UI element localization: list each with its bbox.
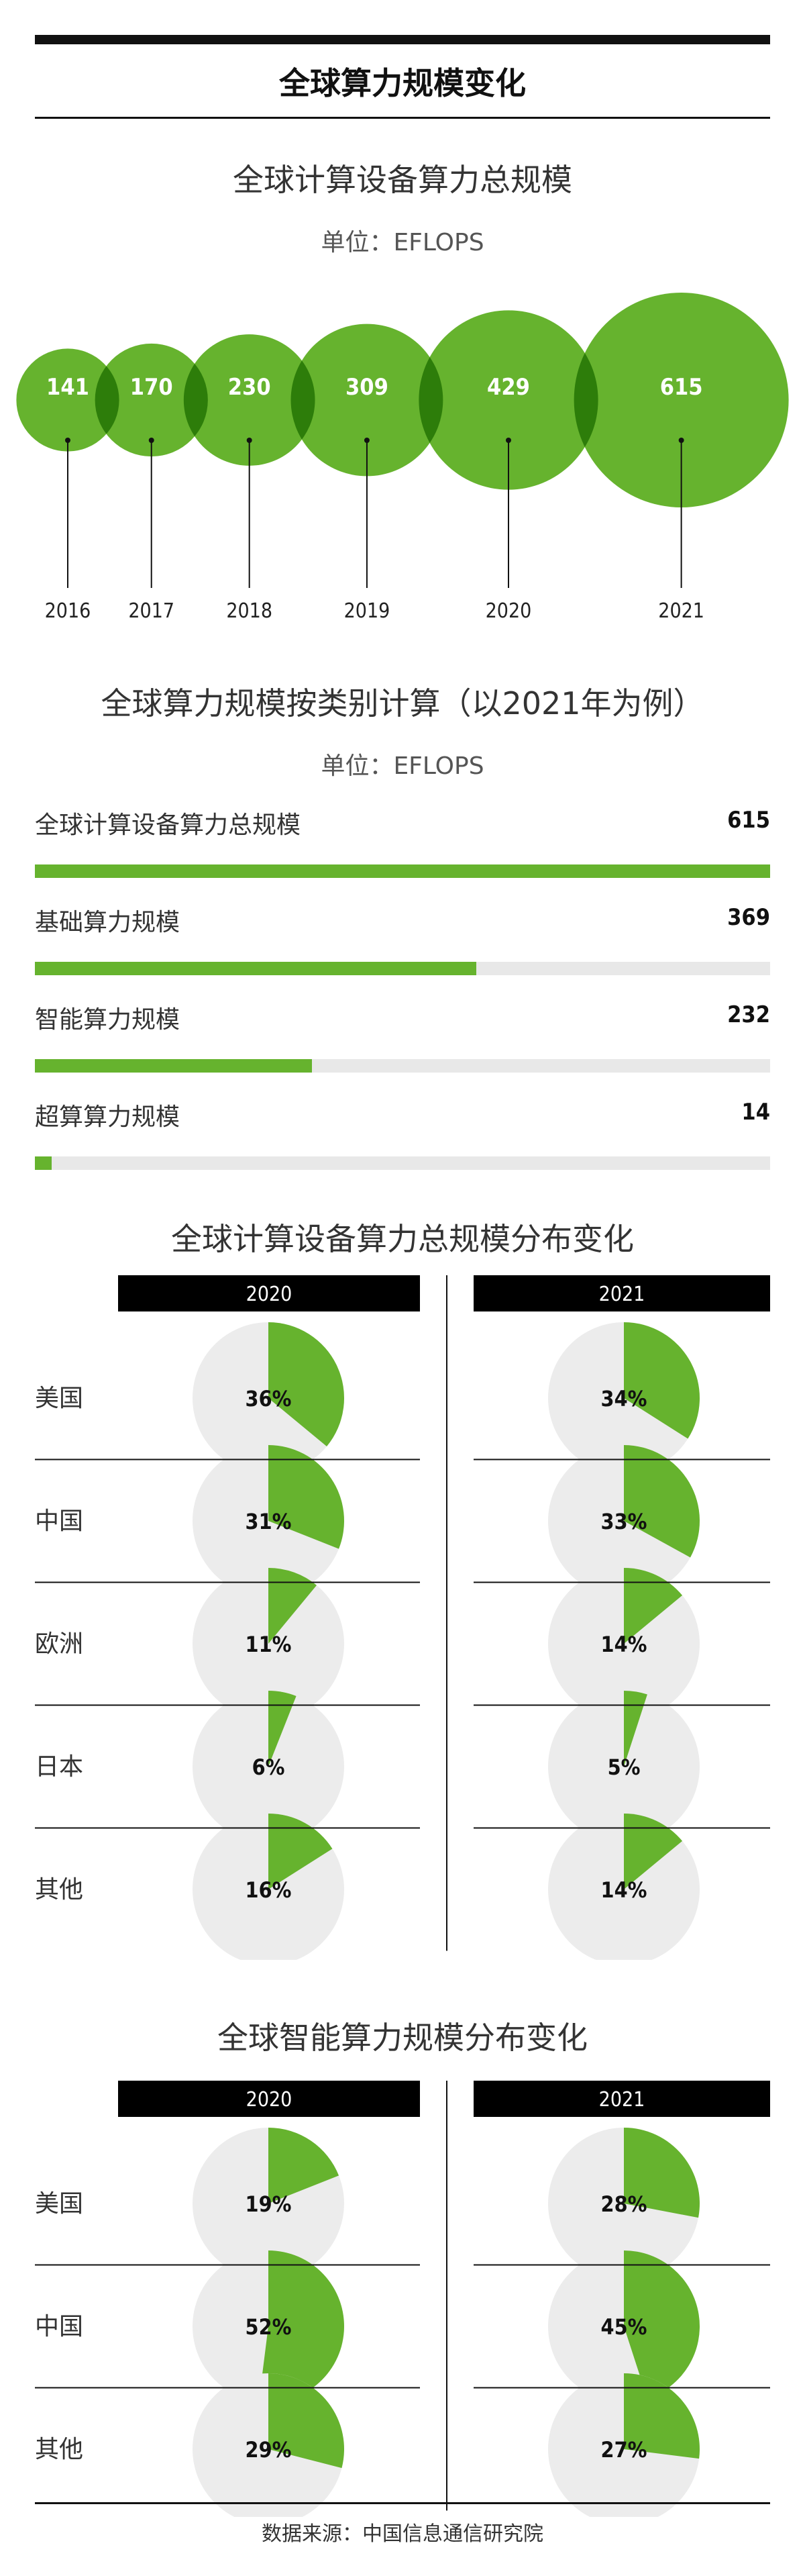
pie-slice-其他 [268,1814,333,1889]
pie-slice-中国 [258,2250,344,2402]
pie-slice-中国 [268,1445,344,1549]
footer-rule [35,2502,770,2504]
pie-percent-label: 5% [608,1754,641,1780]
bar-track [35,1059,770,1073]
region-label: 其他 [35,1876,83,1903]
pie-slice-美国 [268,1322,345,1447]
pie-slice-中国 [624,2250,700,2399]
bubble-2019 [290,324,443,477]
section1-title: 全球计算设备算力总规模 [233,162,572,198]
pie-slice-中国 [624,1445,700,1558]
bar-value-label: 369 [727,904,770,931]
pie-column-year: 2020 [246,2088,292,2112]
pie-slice-欧洲 [624,1568,683,1644]
pie-slice-其他 [268,2373,344,2469]
pie-percent-label: 11% [246,1632,292,1657]
pie-percent-label: 52% [246,2314,292,2340]
region-label: 其他 [35,2436,83,2463]
bubble-value-label: 170 [130,374,173,401]
pie-slice-其他 [624,2373,700,2459]
year-tick-label: 2017 [128,599,174,623]
bar-fill [35,1156,52,1170]
pie-slice-其他 [624,1814,683,1889]
bar-category-label: 基础算力规模 [35,909,180,936]
pie-slice-美国 [624,2128,700,2218]
pie-column-year: 2021 [599,1283,645,1306]
pie-slice-日本 [268,1691,297,1767]
pie-column-header [118,1275,420,1311]
bar-category-label: 全球计算设备算力总规模 [35,811,301,839]
pie-percent-label: 45% [601,2314,647,2340]
bar-track [35,962,770,975]
year-tick-label: 2018 [226,599,272,623]
data-source: 数据来源：中国信息通信研究院 [262,2522,543,2546]
pie-column-year: 2021 [599,2088,645,2112]
bubble-chart: 141 2016 170 2017 230 2018 309 2019 429 2020 615 20… [16,293,789,623]
bar-track [35,1156,770,1170]
pie-percent-label: 6% [252,1754,285,1780]
pie-percent-label: 19% [246,2191,292,2217]
bubble-2021 [574,293,789,507]
bar-value-label: 615 [727,807,770,834]
pie-percent-label: 34% [601,1386,647,1411]
pie-column-year: 2020 [246,1283,292,1306]
title-underline [35,117,770,119]
bubble-2016 [16,348,119,452]
pie-column-header [118,2081,420,2117]
region-label: 中国 [35,1507,83,1535]
bubble-value-label: 615 [660,374,703,401]
bar-fill [35,864,770,878]
pie-percent-label: 36% [246,1386,292,1411]
pie-percent-label: 31% [246,1509,292,1534]
region-label: 欧洲 [35,1630,83,1658]
pie-column-header [474,2081,770,2117]
region-label: 日本 [35,1753,83,1781]
pie-slice-美国 [268,2128,339,2203]
year-tick-label: 2019 [344,599,390,623]
bubble-2018 [183,334,315,466]
pie-percent-label: 14% [601,1877,647,1903]
bubble-value-label: 230 [228,374,271,401]
bubble-2020 [419,310,598,490]
total-distribution-pies: 2020 2021 美国 36% 34% 中国 31% 33% 欧洲 11% 14% 日本 6% 5% 其他… [35,1275,770,1960]
bar-category-label: 智能算力规模 [35,1006,180,1034]
bar-track [35,864,770,878]
bubble-value-label: 141 [46,374,89,401]
pie-percent-label: 29% [246,2437,292,2463]
bubble-2017 [95,343,208,457]
bubble-value-label: 309 [345,374,388,401]
bar-value-label: 232 [727,1001,770,1028]
section4-title: 全球智能算力规模分布变化 [217,2020,588,2056]
bar-fill [35,962,476,975]
top-thick-rule [35,35,770,44]
pie-percent-label: 16% [246,1877,292,1903]
intelligent-distribution-pies: 2020 2021 美国 19% 28% 中国 52% 45% 其他 29% 27% [35,2081,770,2517]
pie-slice-日本 [624,1691,647,1767]
section2-unit: 单位：EFLOPS [321,752,484,780]
section3-title: 全球计算设备算力总规模分布变化 [171,1221,634,1257]
year-tick-label: 2020 [486,599,532,623]
year-tick-label: 2016 [45,599,91,623]
pie-percent-label: 14% [601,1632,647,1657]
pie-percent-label: 28% [601,2191,647,2217]
pie-percent-label: 27% [601,2437,647,2463]
year-tick-label: 2021 [658,599,704,623]
bar-value-label: 14 [741,1099,770,1126]
bar-fill [35,1059,313,1073]
section1-unit: 单位：EFLOPS [321,229,484,256]
bar-category-label: 超算算力规模 [35,1103,180,1131]
bubble-value-label: 429 [487,374,530,401]
pie-percent-label: 33% [601,1509,647,1534]
page-title: 全球算力规模变化 [279,65,526,101]
pie-slice-欧洲 [268,1568,317,1644]
pie-slice-美国 [624,1322,700,1439]
region-label: 中国 [35,2313,83,2340]
section2-title: 全球算力规模按类别计算（以2021年为例） [101,685,704,722]
region-label: 美国 [35,1385,83,1412]
region-label: 美国 [35,2190,83,2218]
pie-column-header [474,1275,770,1311]
